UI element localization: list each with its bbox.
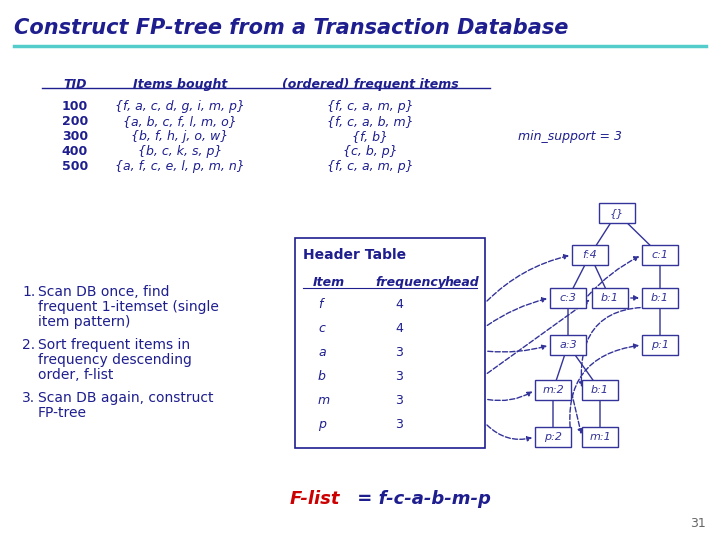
FancyBboxPatch shape: [642, 335, 678, 355]
Text: Items bought: Items bought: [132, 78, 228, 91]
Text: 4: 4: [395, 298, 403, 311]
Text: {}: {}: [610, 208, 624, 218]
Text: a:3: a:3: [559, 340, 577, 350]
Text: TID: TID: [63, 78, 86, 91]
Text: {b, c, k, s, p}: {b, c, k, s, p}: [138, 145, 222, 158]
Text: Scan DB once, find: Scan DB once, find: [38, 285, 169, 299]
Text: 300: 300: [62, 130, 88, 143]
Text: 3: 3: [395, 418, 403, 431]
Text: b: b: [318, 370, 326, 383]
Text: {f, b}: {f, b}: [352, 130, 388, 143]
Text: Construct FP-tree from a Transaction Database: Construct FP-tree from a Transaction Dat…: [14, 18, 568, 38]
Text: 3: 3: [395, 370, 403, 383]
Text: 2.: 2.: [22, 338, 35, 352]
Text: frequent 1-itemset (single: frequent 1-itemset (single: [38, 300, 219, 314]
Text: head: head: [445, 276, 480, 289]
Text: {f, a, c, d, g, i, m, p}: {f, a, c, d, g, i, m, p}: [115, 100, 245, 113]
FancyBboxPatch shape: [550, 335, 586, 355]
Text: {a, b, c, f, l, m, o}: {a, b, c, f, l, m, o}: [123, 115, 237, 128]
Text: 3.: 3.: [22, 391, 35, 405]
Text: m: m: [318, 394, 330, 407]
Text: frequency: frequency: [375, 276, 446, 289]
Text: {f, c, a, m, p}: {f, c, a, m, p}: [327, 100, 413, 113]
FancyBboxPatch shape: [582, 380, 618, 400]
Text: frequency descending: frequency descending: [38, 353, 192, 367]
Text: p:1: p:1: [651, 340, 669, 350]
Text: c:3: c:3: [559, 293, 577, 303]
Text: m:2: m:2: [542, 385, 564, 395]
FancyBboxPatch shape: [642, 288, 678, 308]
Text: (ordered) frequent items: (ordered) frequent items: [282, 78, 459, 91]
Text: {c, b, p}: {c, b, p}: [343, 145, 397, 158]
Text: p: p: [318, 418, 326, 431]
FancyBboxPatch shape: [535, 380, 571, 400]
Text: 200: 200: [62, 115, 88, 128]
FancyBboxPatch shape: [572, 245, 608, 265]
FancyBboxPatch shape: [295, 238, 485, 448]
FancyBboxPatch shape: [582, 427, 618, 447]
Text: c: c: [318, 322, 325, 335]
Text: 400: 400: [62, 145, 88, 158]
Text: c:1: c:1: [652, 250, 668, 260]
FancyBboxPatch shape: [592, 288, 628, 308]
Text: 1.: 1.: [22, 285, 35, 299]
Text: 31: 31: [690, 517, 706, 530]
Text: 500: 500: [62, 160, 88, 173]
Text: FP-tree: FP-tree: [38, 406, 87, 420]
Text: item pattern): item pattern): [38, 315, 130, 329]
FancyBboxPatch shape: [550, 288, 586, 308]
Text: 3: 3: [395, 346, 403, 359]
FancyBboxPatch shape: [599, 203, 635, 223]
Text: Sort frequent items in: Sort frequent items in: [38, 338, 190, 352]
Text: F-list: F-list: [290, 490, 341, 508]
Text: order, f-list: order, f-list: [38, 368, 113, 382]
Text: m:1: m:1: [589, 432, 611, 442]
FancyBboxPatch shape: [535, 427, 571, 447]
Text: a: a: [318, 346, 325, 359]
Text: {f, c, a, b, m}: {f, c, a, b, m}: [327, 115, 413, 128]
Text: 100: 100: [62, 100, 88, 113]
Text: 3: 3: [395, 394, 403, 407]
Text: f:4: f:4: [582, 250, 598, 260]
Text: 4: 4: [395, 322, 403, 335]
Text: {b, f, h, j, o, w}: {b, f, h, j, o, w}: [131, 130, 229, 143]
Text: Item: Item: [313, 276, 345, 289]
Text: min_support = 3: min_support = 3: [518, 130, 622, 143]
Text: Header Table: Header Table: [303, 248, 406, 262]
Text: b:1: b:1: [591, 385, 609, 395]
Text: f: f: [318, 298, 323, 311]
Text: p:2: p:2: [544, 432, 562, 442]
Text: b:1: b:1: [601, 293, 619, 303]
Text: = f-c-a-b-m-p: = f-c-a-b-m-p: [351, 490, 491, 508]
Text: b:1: b:1: [651, 293, 669, 303]
FancyBboxPatch shape: [642, 245, 678, 265]
Text: {f, c, a, m, p}: {f, c, a, m, p}: [327, 160, 413, 173]
Text: Scan DB again, construct: Scan DB again, construct: [38, 391, 214, 405]
Text: {a, f, c, e, l, p, m, n}: {a, f, c, e, l, p, m, n}: [115, 160, 245, 173]
